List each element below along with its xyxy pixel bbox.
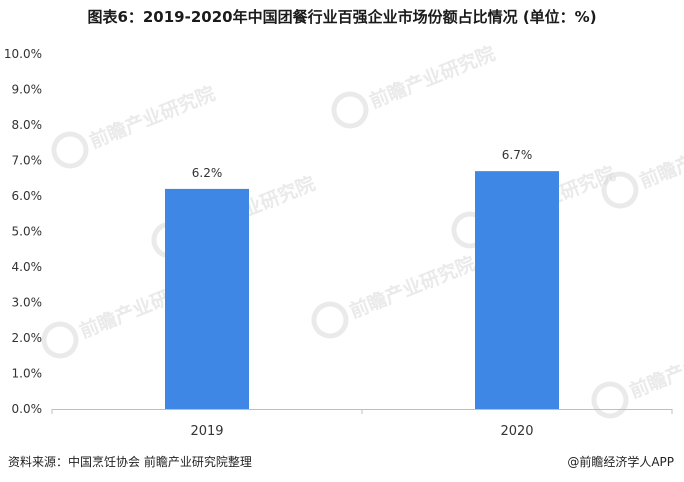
watermark-icon [311, 301, 349, 339]
y-tick-label: 1.0% [12, 367, 43, 381]
x-tick-label: 2020 [500, 424, 533, 439]
x-tick-label: 2019 [190, 424, 223, 439]
axes: 0.0% 1.0% 2.0% 3.0% 4.0% 5.0% 6.0% 7.0% 8.0% 9.0%… [4, 47, 673, 416]
y-tick-label: 7.0% [12, 154, 43, 168]
watermark-text: 前瞻产业研究院 [366, 42, 498, 113]
source-note: 资料来源：中国烹饪协会 前瞻产业研究院整理 [8, 455, 252, 469]
y-tick-label: 6.0% [12, 189, 43, 203]
data-label: 6.2% [192, 166, 223, 180]
bar-2020 [475, 171, 559, 409]
bars: 6.2% 2019 6.7% 2020 [165, 148, 559, 439]
watermark-logo: 前瞻产业研究院 [601, 122, 684, 209]
credit-note: @前瞻经济学人APP [567, 455, 674, 469]
y-tick-label: 0.0% [12, 402, 43, 416]
y-tick-label: 4.0% [12, 260, 43, 274]
y-tick-label: 3.0% [12, 296, 43, 310]
watermark-icon [41, 321, 79, 359]
bar-2019 [165, 188, 249, 409]
watermark-logo: 前瞻产业研究院 [51, 82, 218, 169]
watermark-logo: 前瞻产业研究院 [311, 252, 478, 339]
watermark-icon [51, 131, 89, 169]
watermark-logo: 前瞻产业研究院 [591, 332, 684, 419]
chart-title: 图表6：2019-2020年中国团餐行业百强企业市场份额占比情况 (单位：%) [87, 8, 597, 26]
watermark-text: 前瞻产业研究院 [86, 82, 218, 153]
y-tick-label: 5.0% [12, 225, 43, 239]
data-label: 6.7% [502, 148, 533, 162]
y-tick-label: 2.0% [12, 331, 43, 345]
y-tick-label: 8.0% [12, 118, 43, 132]
watermark-text: 前瞻产业研究院 [626, 332, 684, 403]
watermark-icon [601, 171, 639, 209]
y-tick-label: 10.0% [4, 47, 42, 61]
watermark-icon [331, 91, 369, 129]
y-tick-label: 9.0% [12, 83, 43, 97]
watermark-logo: 前瞻产业研究院 [331, 42, 498, 129]
watermark-icon [591, 381, 629, 419]
watermark-text: 前瞻产业研究院 [636, 122, 684, 193]
watermark-text: 前瞻产业研究院 [346, 252, 478, 323]
